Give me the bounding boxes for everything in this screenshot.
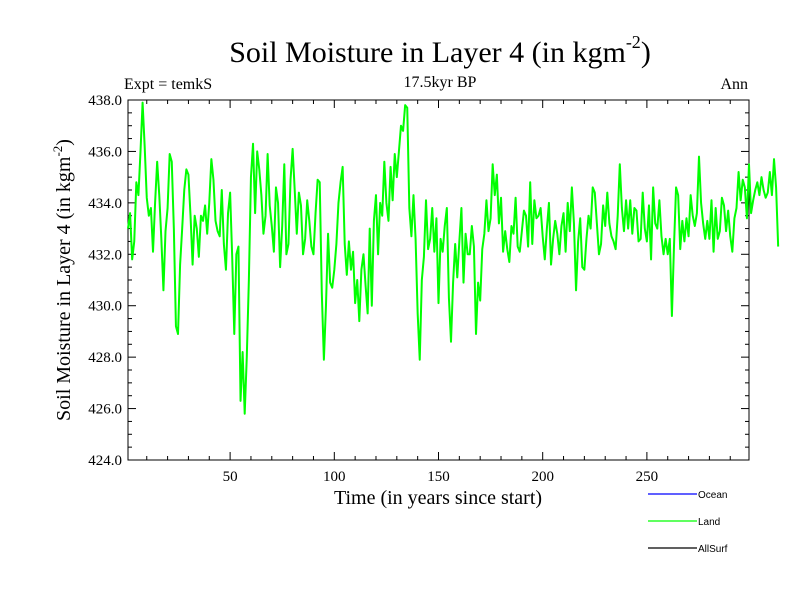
x-tick-label: 100 — [323, 469, 346, 485]
experiment-label: Expt = temkS — [124, 76, 213, 93]
x-tick-label: 200 — [531, 469, 554, 485]
legend-label-land: Land — [698, 517, 720, 528]
y-axis-title-superscript: -2 — [50, 146, 65, 157]
chart-title-close: ) — [640, 36, 651, 69]
y-axis-title-close: ) — [53, 139, 75, 146]
legend: Ocean Land AllSurf — [648, 490, 728, 555]
chart-title-superscript: -2 — [625, 32, 641, 52]
y-tick-label: 426.0 — [88, 402, 122, 418]
legend-label-allsurf: AllSurf — [698, 544, 728, 555]
chart-title-text: Soil Moisture in Layer 4 (in kgm — [229, 36, 626, 69]
series-layer — [127, 101, 780, 415]
x-tick-label: 50 — [223, 469, 238, 485]
x-tick-label: 250 — [636, 469, 659, 485]
season-label: Ann — [720, 76, 748, 93]
x-tick-label: 150 — [427, 469, 450, 485]
chart-subtitle: 17.5kyr BP — [403, 74, 477, 91]
y-tick-label: 432.0 — [88, 247, 122, 263]
y-tick-label: 436.0 — [88, 144, 122, 160]
y-tick-label: 434.0 — [88, 196, 122, 212]
tick-labels: 424.0 426.0 428.0 430.0 432.0 434.0 436.0 438.0… — [88, 93, 658, 485]
y-tick-label: 428.0 — [88, 350, 122, 366]
legend-label-ocean: Ocean — [698, 490, 727, 501]
y-axis-title: Soil Moisture in Layer 4 (in kgm-2) — [50, 139, 75, 421]
y-tick-label: 430.0 — [88, 299, 122, 315]
y-tick-label: 424.0 — [88, 453, 122, 469]
x-axis-title: Time (in years since start) — [334, 487, 542, 509]
series-line-land — [127, 101, 780, 415]
chart-title: Soil Moisture in Layer 4 (in kgm-2) — [0, 32, 800, 70]
y-axis-title-text: Soil Moisture in Layer 4 (in kgm — [53, 156, 75, 421]
y-tick-label: 438.0 — [88, 93, 122, 109]
